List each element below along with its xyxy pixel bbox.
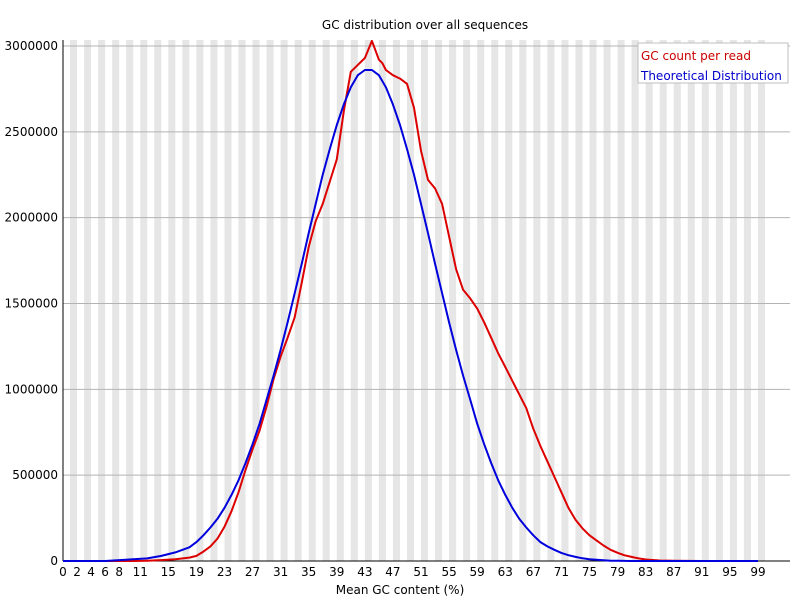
y-tick-label: 2000000	[5, 211, 58, 225]
background-band	[687, 40, 695, 561]
background-band	[112, 40, 120, 561]
background-band	[435, 40, 443, 561]
background-band	[603, 40, 611, 561]
background-band	[196, 40, 204, 561]
background-band	[392, 40, 400, 561]
x-tick-label: 67	[526, 565, 541, 579]
background-band	[449, 40, 457, 561]
background-band	[378, 40, 386, 561]
background-band	[729, 40, 737, 561]
background-band	[477, 40, 485, 561]
background-band	[168, 40, 176, 561]
y-tick-label: 500000	[12, 468, 58, 482]
background-band	[617, 40, 625, 561]
x-tick-label: 83	[638, 565, 653, 579]
x-tick-label: 59	[470, 565, 485, 579]
background-band	[252, 40, 260, 561]
x-tick-label: 19	[189, 565, 204, 579]
x-tick-label: 71	[554, 565, 569, 579]
axes-layer: 0 500000 1000000 1500000 2000000 2500000 30000…	[5, 39, 790, 579]
background-band	[533, 40, 541, 561]
x-tick-label: 95	[722, 565, 737, 579]
background-band	[266, 40, 274, 561]
series-line-gc-count	[63, 39, 758, 562]
x-tick-label: 47	[385, 565, 400, 579]
background-band	[547, 40, 555, 561]
y-tick-label: 0	[50, 554, 58, 568]
x-tick-label: 55	[441, 565, 456, 579]
x-tick-label: 75	[582, 565, 597, 579]
background-band	[182, 40, 190, 561]
x-tick-label: 23	[217, 565, 232, 579]
background-band	[589, 40, 597, 561]
x-tick-label: 31	[273, 565, 288, 579]
background-band	[126, 40, 134, 561]
series-layer	[63, 39, 758, 562]
y-tick-label: 1000000	[5, 382, 58, 396]
x-tick-label: 8	[115, 565, 123, 579]
x-tick-label: 4	[87, 565, 95, 579]
legend-entry-theoretical: Theoretical Distribution	[640, 69, 782, 83]
background-band	[463, 40, 471, 561]
x-tick-label: 91	[694, 565, 709, 579]
background-band	[743, 40, 751, 561]
y-tick-label: 1500000	[5, 297, 58, 311]
background-band	[519, 40, 527, 561]
x-tick-label: 51	[413, 565, 428, 579]
background-band	[84, 40, 92, 561]
x-tick-label: 39	[329, 565, 344, 579]
background-band	[154, 40, 162, 561]
series-line-theoretical	[63, 69, 758, 562]
background-band	[336, 40, 344, 561]
x-tick-label: 79	[610, 565, 625, 579]
y-tick-label: 3000000	[5, 39, 58, 53]
background-band	[575, 40, 583, 561]
legend: GC count per read Theoretical Distributi…	[637, 42, 789, 84]
x-tick-label: 43	[357, 565, 372, 579]
band-layer	[70, 40, 765, 561]
background-band	[238, 40, 246, 561]
legend-box	[637, 42, 789, 84]
chart-title: GC distribution over all sequences	[322, 18, 528, 32]
background-band	[659, 40, 667, 561]
x-tick-label: 15	[161, 565, 176, 579]
background-band	[140, 40, 148, 561]
background-band	[350, 40, 358, 561]
background-band	[491, 40, 499, 561]
x-tick-label: 27	[245, 565, 260, 579]
background-band	[561, 40, 569, 561]
x-axis-label: Mean GC content (%)	[336, 583, 465, 597]
background-band	[757, 40, 765, 561]
background-band	[645, 40, 653, 561]
background-band	[70, 40, 78, 561]
background-band	[673, 40, 681, 561]
background-band	[98, 40, 106, 561]
background-band	[701, 40, 709, 561]
background-band	[631, 40, 639, 561]
x-tick-label: 87	[666, 565, 681, 579]
x-tick-label: 0	[59, 565, 67, 579]
x-tick-label: 11	[133, 565, 148, 579]
background-band	[322, 40, 330, 561]
background-band	[308, 40, 316, 561]
background-band	[406, 40, 414, 561]
background-band	[715, 40, 723, 561]
background-band	[224, 40, 232, 561]
background-band	[210, 40, 218, 561]
background-band	[280, 40, 288, 561]
x-tick-label: 63	[498, 565, 513, 579]
legend-entry-gc-count: GC count per read	[641, 49, 751, 63]
background-band	[505, 40, 513, 561]
y-tick-label: 2500000	[5, 125, 58, 139]
x-tick-label: 2	[73, 565, 81, 579]
x-tick-label: 6	[101, 565, 109, 579]
background-band	[364, 40, 372, 561]
x-tick-label: 35	[301, 565, 316, 579]
background-band	[421, 40, 429, 561]
x-tick-label: 99	[750, 565, 765, 579]
